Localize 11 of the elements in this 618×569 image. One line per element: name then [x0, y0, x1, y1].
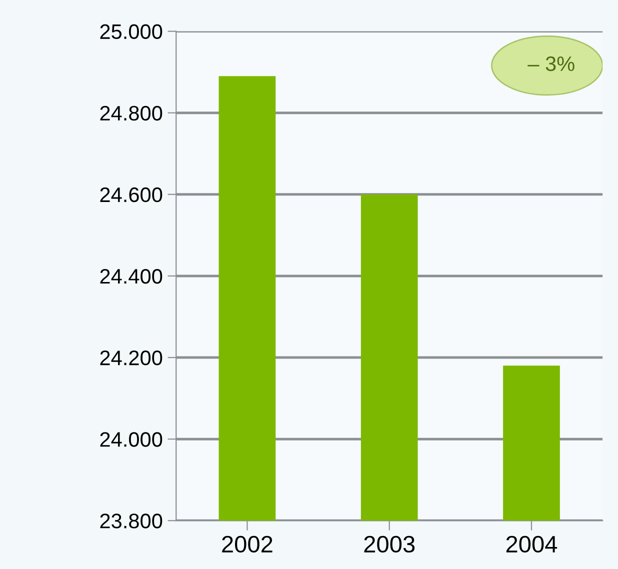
y-tick-label: 24.400 [100, 268, 162, 284]
x-tick-label: 2002 [222, 536, 272, 553]
y-tick-label: 24.000 [100, 432, 162, 447]
y-tick-label: 24.200 [100, 350, 162, 366]
x-tick-label: 2004 [506, 536, 558, 553]
x-tick-label: 2003 [364, 536, 415, 553]
annotation: – 3% [528, 56, 574, 72]
y-tick-label: 25.000 [100, 24, 162, 40]
y-tick-label: 24.800 [100, 106, 162, 121]
y-tick-label: 24.600 [100, 187, 162, 202]
y-tick-label: 23.800 [100, 514, 162, 528]
